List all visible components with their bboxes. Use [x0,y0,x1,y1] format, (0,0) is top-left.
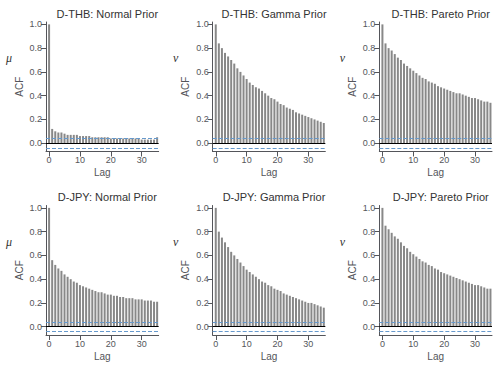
svg-text:0: 0 [213,339,218,349]
svg-text:Lag: Lag [427,167,444,178]
svg-text:Lag: Lag [427,351,444,362]
svg-text:0.6: 0.6 [196,250,209,260]
svg-text:μ: μ [5,51,12,65]
svg-text:0: 0 [380,339,385,349]
svg-text:0.0: 0.0 [196,138,209,148]
svg-text:0.6: 0.6 [29,250,42,260]
svg-text:ACF: ACF [347,77,358,97]
svg-text:D-JPY: Pareto Prior: D-JPY: Pareto Prior [393,191,489,203]
svg-text:0.8: 0.8 [196,227,209,237]
svg-text:10: 10 [408,339,418,349]
svg-text:ACF: ACF [180,260,191,280]
svg-text:Lag: Lag [94,167,111,178]
svg-text:1.0: 1.0 [196,203,209,213]
svg-text:0: 0 [47,339,52,349]
svg-text:D-JPY: Normal Prior: D-JPY: Normal Prior [58,191,157,203]
svg-text:0.2: 0.2 [29,298,42,308]
svg-text:ACF: ACF [14,260,25,280]
svg-text:D-THB: Gamma Prior: D-THB: Gamma Prior [221,8,326,20]
svg-text:ACF: ACF [14,77,25,97]
svg-text:1.0: 1.0 [196,19,209,29]
svg-text:μ: μ [5,235,12,249]
svg-text:ACF: ACF [180,77,191,97]
svg-text:20: 20 [106,339,116,349]
svg-text:D-THB: Pareto Prior: D-THB: Pareto Prior [391,8,490,20]
svg-text:0.2: 0.2 [363,114,376,124]
svg-text:20: 20 [439,339,449,349]
svg-text:0.8: 0.8 [363,43,376,53]
svg-text:D-THB: Normal Prior: D-THB: Normal Prior [57,8,159,20]
svg-text:1.0: 1.0 [363,19,376,29]
svg-text:0.6: 0.6 [196,67,209,77]
svg-text:30: 30 [470,155,480,165]
svg-text:1.0: 1.0 [363,203,376,213]
svg-text:1.0: 1.0 [29,203,42,213]
svg-text:0.8: 0.8 [29,43,42,53]
svg-text:0.0: 0.0 [29,138,42,148]
svg-text:ν: ν [173,51,179,65]
svg-text:10: 10 [75,339,85,349]
svg-text:20: 20 [272,155,282,165]
svg-text:0.2: 0.2 [29,114,42,124]
svg-text:0.4: 0.4 [196,91,209,101]
svg-text:10: 10 [75,155,85,165]
svg-text:30: 30 [137,155,147,165]
svg-text:Lag: Lag [94,351,111,362]
svg-text:0.8: 0.8 [363,227,376,237]
svg-text:0.2: 0.2 [363,298,376,308]
svg-text:0.6: 0.6 [363,250,376,260]
svg-text:0: 0 [47,155,52,165]
svg-text:0.4: 0.4 [29,91,42,101]
svg-text:0.6: 0.6 [29,67,42,77]
svg-text:0.4: 0.4 [363,91,376,101]
svg-text:D-JPY: Gamma Prior: D-JPY: Gamma Prior [223,191,326,203]
svg-text:ν: ν [340,235,346,249]
svg-text:20: 20 [106,155,116,165]
svg-text:0: 0 [213,155,218,165]
svg-text:10: 10 [242,155,252,165]
svg-text:10: 10 [408,155,418,165]
svg-text:ν: ν [340,51,346,65]
svg-text:20: 20 [439,155,449,165]
svg-text:0.4: 0.4 [363,274,376,284]
svg-text:0.0: 0.0 [363,138,376,148]
svg-text:30: 30 [137,339,147,349]
svg-text:0.0: 0.0 [363,322,376,332]
svg-text:10: 10 [242,339,252,349]
svg-text:20: 20 [272,339,282,349]
svg-text:Lag: Lag [261,351,278,362]
svg-text:0.0: 0.0 [29,322,42,332]
svg-text:0.8: 0.8 [29,227,42,237]
svg-text:0.8: 0.8 [196,43,209,53]
svg-text:0.4: 0.4 [196,274,209,284]
svg-text:0.4: 0.4 [29,274,42,284]
svg-text:0.0: 0.0 [196,322,209,332]
svg-text:0.2: 0.2 [196,114,209,124]
svg-text:ACF: ACF [347,260,358,280]
svg-text:30: 30 [303,339,313,349]
svg-text:1.0: 1.0 [29,19,42,29]
svg-text:0.6: 0.6 [363,67,376,77]
svg-text:30: 30 [303,155,313,165]
svg-text:ν: ν [173,235,179,249]
svg-text:0: 0 [380,155,385,165]
svg-text:30: 30 [470,339,480,349]
svg-text:Lag: Lag [261,167,278,178]
svg-text:0.2: 0.2 [196,298,209,308]
